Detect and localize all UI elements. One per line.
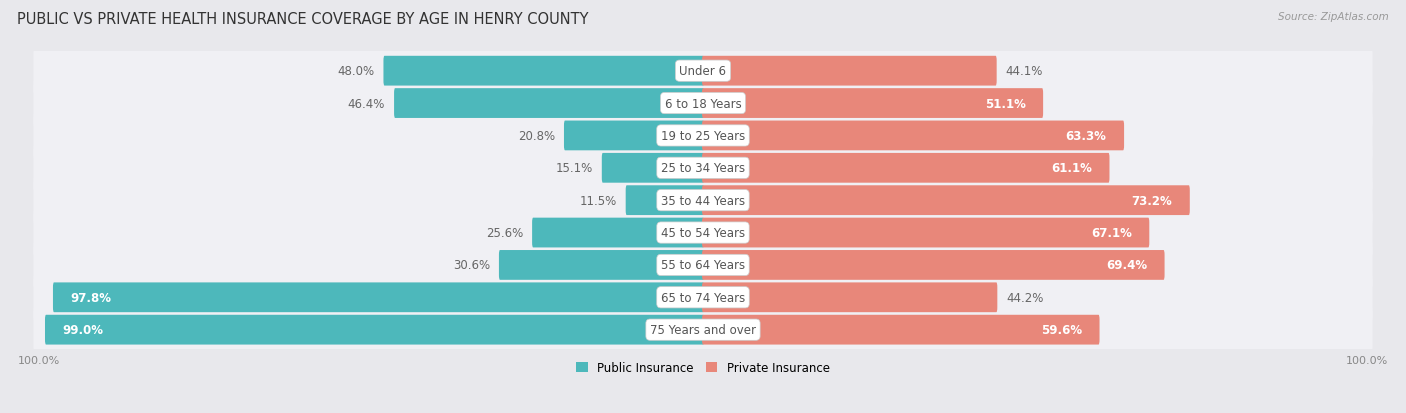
FancyBboxPatch shape	[37, 250, 1369, 280]
FancyBboxPatch shape	[702, 57, 997, 86]
FancyBboxPatch shape	[702, 89, 1043, 119]
Text: 35 to 44 Years: 35 to 44 Years	[661, 194, 745, 207]
Text: 45 to 54 Years: 45 to 54 Years	[661, 226, 745, 240]
Legend: Public Insurance, Private Insurance: Public Insurance, Private Insurance	[571, 356, 835, 379]
FancyBboxPatch shape	[702, 121, 1123, 151]
Text: 46.4%: 46.4%	[347, 97, 385, 110]
FancyBboxPatch shape	[34, 107, 1372, 165]
FancyBboxPatch shape	[37, 218, 1369, 248]
FancyBboxPatch shape	[34, 75, 1372, 133]
FancyBboxPatch shape	[37, 57, 1369, 86]
Text: 67.1%: 67.1%	[1091, 226, 1132, 240]
Text: 61.1%: 61.1%	[1052, 162, 1092, 175]
Text: 48.0%: 48.0%	[337, 65, 374, 78]
Text: 25.6%: 25.6%	[486, 226, 523, 240]
FancyBboxPatch shape	[702, 218, 1149, 248]
FancyBboxPatch shape	[37, 315, 1369, 345]
Text: 51.1%: 51.1%	[984, 97, 1025, 110]
FancyBboxPatch shape	[37, 89, 1369, 119]
Text: 63.3%: 63.3%	[1066, 130, 1107, 142]
Text: Source: ZipAtlas.com: Source: ZipAtlas.com	[1278, 12, 1389, 22]
FancyBboxPatch shape	[394, 89, 704, 119]
Text: 59.6%: 59.6%	[1040, 323, 1083, 336]
Text: 11.5%: 11.5%	[579, 194, 617, 207]
Text: 15.1%: 15.1%	[555, 162, 593, 175]
FancyBboxPatch shape	[37, 121, 1369, 151]
Text: 6 to 18 Years: 6 to 18 Years	[665, 97, 741, 110]
Text: 44.2%: 44.2%	[1007, 291, 1043, 304]
FancyBboxPatch shape	[626, 186, 704, 216]
FancyBboxPatch shape	[53, 283, 704, 312]
FancyBboxPatch shape	[564, 121, 704, 151]
Text: 99.0%: 99.0%	[63, 323, 104, 336]
Text: 19 to 25 Years: 19 to 25 Years	[661, 130, 745, 142]
Text: PUBLIC VS PRIVATE HEALTH INSURANCE COVERAGE BY AGE IN HENRY COUNTY: PUBLIC VS PRIVATE HEALTH INSURANCE COVER…	[17, 12, 588, 27]
FancyBboxPatch shape	[531, 218, 704, 248]
FancyBboxPatch shape	[384, 57, 704, 86]
FancyBboxPatch shape	[702, 250, 1164, 280]
Text: 69.4%: 69.4%	[1107, 259, 1147, 272]
FancyBboxPatch shape	[702, 315, 1099, 345]
FancyBboxPatch shape	[499, 250, 704, 280]
FancyBboxPatch shape	[37, 154, 1369, 183]
FancyBboxPatch shape	[45, 315, 704, 345]
Text: 44.1%: 44.1%	[1005, 65, 1043, 78]
FancyBboxPatch shape	[34, 269, 1372, 326]
Text: 65 to 74 Years: 65 to 74 Years	[661, 291, 745, 304]
Text: 55 to 64 Years: 55 to 64 Years	[661, 259, 745, 272]
Text: 73.2%: 73.2%	[1132, 194, 1173, 207]
FancyBboxPatch shape	[37, 283, 1369, 312]
FancyBboxPatch shape	[602, 154, 704, 183]
FancyBboxPatch shape	[34, 43, 1372, 100]
Text: 25 to 34 Years: 25 to 34 Years	[661, 162, 745, 175]
Text: Under 6: Under 6	[679, 65, 727, 78]
Text: 97.8%: 97.8%	[70, 291, 111, 304]
FancyBboxPatch shape	[34, 140, 1372, 197]
FancyBboxPatch shape	[34, 204, 1372, 262]
Text: 75 Years and over: 75 Years and over	[650, 323, 756, 336]
Text: 30.6%: 30.6%	[453, 259, 489, 272]
FancyBboxPatch shape	[34, 301, 1372, 358]
FancyBboxPatch shape	[702, 283, 997, 312]
FancyBboxPatch shape	[702, 154, 1109, 183]
FancyBboxPatch shape	[37, 186, 1369, 216]
Text: 20.8%: 20.8%	[517, 130, 555, 142]
FancyBboxPatch shape	[34, 172, 1372, 230]
FancyBboxPatch shape	[34, 237, 1372, 294]
FancyBboxPatch shape	[702, 186, 1189, 216]
